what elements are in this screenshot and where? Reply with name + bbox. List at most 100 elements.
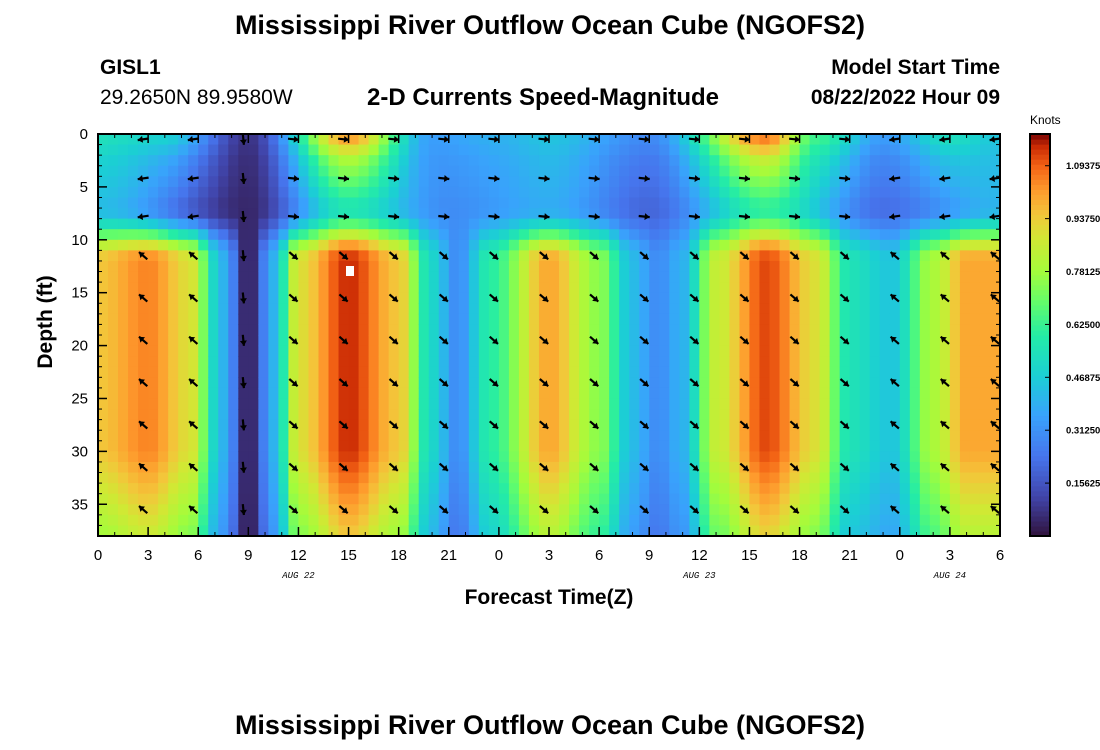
heatmap-cell — [138, 525, 149, 537]
heatmap-cell — [729, 282, 741, 294]
heatmap-cell — [659, 313, 670, 326]
heatmap-cell — [619, 345, 630, 357]
heatmap-cell — [669, 239, 680, 251]
heatmap-cell — [198, 186, 209, 199]
heatmap-cell — [979, 229, 991, 241]
heatmap-cell — [348, 335, 360, 347]
heatmap-cell — [458, 504, 470, 516]
heatmap-cell — [669, 461, 680, 474]
heatmap-cell — [378, 144, 390, 156]
heatmap-cell — [939, 271, 951, 283]
heatmap-cell — [699, 419, 710, 431]
colorbar-segment — [1030, 149, 1050, 155]
heatmap-cell — [198, 493, 209, 505]
heatmap-cell — [739, 271, 751, 283]
heatmap-cell — [649, 250, 660, 262]
model-start-label: Model Start Time — [831, 56, 1000, 79]
current-arrow-head — [889, 213, 895, 221]
heatmap-cell — [959, 134, 971, 146]
heatmap-cell — [388, 398, 400, 410]
heatmap-cell — [518, 430, 530, 442]
colorbar-tick-label: 1.09375 — [1066, 161, 1100, 172]
heatmap-cell — [879, 313, 891, 326]
current-arrow-head — [492, 464, 498, 471]
heatmap-cell — [839, 324, 851, 336]
heatmap-cell — [929, 144, 941, 156]
heatmap-cell — [208, 377, 219, 389]
heatmap-cell — [498, 398, 510, 410]
heatmap-cell — [248, 398, 259, 410]
heatmap-cell — [849, 271, 861, 283]
heatmap-cell — [258, 493, 269, 505]
heatmap-cell — [228, 377, 239, 389]
heatmap-cell — [729, 197, 741, 209]
heatmap-cell — [488, 155, 500, 167]
current-arrow-head — [842, 422, 849, 429]
current-arrows — [137, 133, 1001, 516]
heatmap-cell — [168, 208, 179, 220]
current-arrow-head — [542, 380, 549, 387]
heatmap-cell — [779, 504, 791, 516]
heatmap-cell — [188, 229, 199, 241]
heatmap-cell — [438, 472, 450, 484]
heatmap-cell — [779, 218, 791, 230]
heatmap-cell — [148, 176, 159, 188]
current-arrow-head — [293, 213, 299, 220]
heatmap-cell — [969, 430, 981, 442]
heatmap-cell — [338, 324, 350, 336]
heatmap-cell — [428, 271, 440, 283]
heatmap-cell — [549, 155, 560, 167]
heatmap-cell — [649, 144, 660, 156]
heatmap-cell — [719, 134, 730, 146]
heatmap-cell — [809, 218, 821, 230]
heatmap-cell — [979, 292, 991, 304]
heatmap-cell — [308, 377, 320, 389]
heatmap-cell — [639, 366, 650, 378]
station-coordinates: 29.2650N 89.9580W — [100, 86, 293, 109]
heatmap-cell — [969, 313, 981, 326]
heatmap-cell — [549, 218, 560, 230]
heatmap-cell — [889, 345, 901, 357]
heatmap-cell — [388, 387, 400, 400]
heatmap-cell — [378, 356, 390, 368]
current-arrow-head — [341, 507, 348, 514]
heatmap-cell — [538, 271, 550, 283]
heatmap-cell — [569, 134, 580, 146]
heatmap-cell — [629, 271, 640, 283]
heatmap-cell — [839, 514, 851, 527]
heatmap-cell — [178, 493, 189, 505]
heatmap-cell — [799, 197, 811, 209]
heatmap-cell — [428, 186, 440, 199]
heatmap-cell — [308, 250, 320, 262]
current-arrow-head — [592, 507, 599, 514]
heatmap-cell — [759, 208, 771, 220]
heatmap-cell — [518, 514, 530, 527]
heatmap-cell — [679, 493, 690, 505]
heatmap-cell — [909, 165, 921, 177]
heatmap-cell — [148, 165, 159, 177]
heatmap-cell — [939, 186, 951, 199]
heatmap-cell — [719, 197, 730, 209]
heatmap-cell — [909, 186, 921, 199]
heatmap-cell — [418, 134, 430, 146]
heatmap-cell — [549, 313, 560, 326]
heatmap-cell — [599, 504, 610, 516]
heatmap-cell — [919, 387, 931, 400]
heatmap-cell — [709, 165, 720, 177]
heatmap-cell — [679, 514, 690, 527]
heatmap-cell — [368, 250, 380, 262]
heatmap-cell — [899, 440, 911, 452]
heatmap-cell — [789, 165, 801, 177]
heatmap-cell — [859, 165, 871, 177]
heatmap-cell — [689, 271, 700, 283]
heatmap-cell — [699, 356, 710, 368]
heatmap-cell — [839, 345, 851, 357]
heatmap-cell — [619, 419, 630, 431]
heatmap-cell — [258, 419, 269, 431]
heatmap-cell — [338, 483, 350, 495]
heatmap-cell — [579, 260, 590, 273]
heatmap-cell — [589, 229, 600, 241]
heatmap-cell — [328, 419, 340, 431]
heatmap-cell — [789, 186, 801, 199]
current-arrow-head — [542, 295, 549, 302]
